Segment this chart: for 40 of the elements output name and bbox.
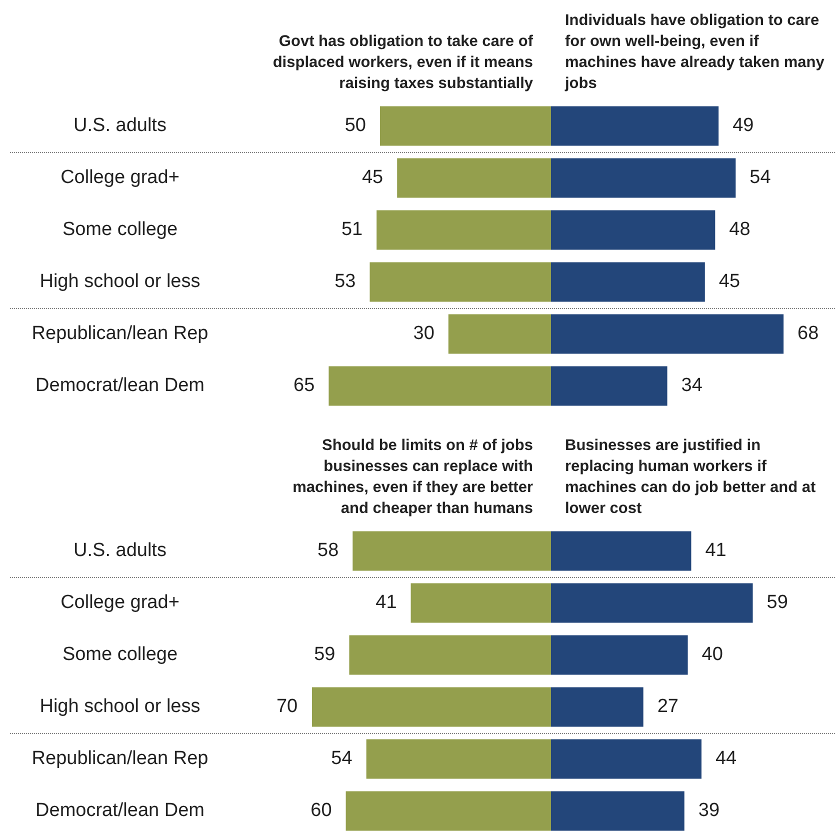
data-label: 53 — [334, 271, 356, 292]
y-tick-label: College grad+ — [60, 167, 180, 188]
data-label: 70 — [276, 696, 298, 718]
data-label: 59 — [314, 644, 336, 666]
data-label: 41 — [705, 540, 726, 562]
data-label: 40 — [702, 644, 723, 666]
data-label: 68 — [798, 323, 819, 344]
y-tick-label: Republican/lean Rep — [32, 748, 208, 770]
chart-title: Individuals have obligation to care for own well-being, even if machines have already taken many jobs — [565, 11, 826, 94]
data-label: 50 — [344, 115, 366, 136]
data-label: 41 — [376, 592, 397, 614]
data-label: 59 — [766, 592, 788, 614]
data-label: 27 — [657, 696, 678, 718]
y-tick-label: Democrat/lean Dem — [36, 375, 204, 396]
chart-title: Businesses are justified in replacing human workers if machines can do job better and at lower cost — [565, 436, 817, 519]
data-label: 44 — [715, 748, 738, 770]
data-label: 54 — [750, 167, 772, 188]
y-tick-label: Republican/lean Rep — [32, 323, 208, 344]
data-label: 60 — [310, 800, 332, 822]
y-tick-label: Some college — [62, 644, 178, 666]
y-tick-label: U.S. adults — [74, 115, 166, 136]
data-label: 30 — [413, 323, 434, 344]
y-tick-label: High school or less — [40, 271, 200, 292]
y-tick-label: Democrat/lean Dem — [36, 800, 204, 822]
y-tick-label: College grad+ — [60, 592, 180, 614]
data-label: 45 — [718, 271, 740, 292]
y-tick-label: Some college — [62, 219, 178, 240]
chart-title: Should be limits on # of jobs businesses can replace with machines, even if they are better and cheaper than humans — [292, 436, 533, 519]
y-tick-label: High school or less — [40, 696, 200, 718]
data-label: 54 — [331, 748, 353, 770]
data-label: 65 — [294, 375, 315, 396]
data-label: 58 — [318, 540, 339, 562]
chart-title: Govt has obligation to take care of displaced workers, even if it means raising taxes substantially — [272, 32, 533, 94]
data-label: 48 — [729, 219, 750, 240]
data-label: 45 — [362, 167, 384, 188]
data-label: 39 — [698, 800, 720, 822]
y-tick-label: U.S. adults — [74, 540, 166, 562]
data-label: 49 — [732, 115, 754, 136]
data-label: 34 — [681, 375, 703, 396]
data-label: 51 — [341, 219, 363, 240]
